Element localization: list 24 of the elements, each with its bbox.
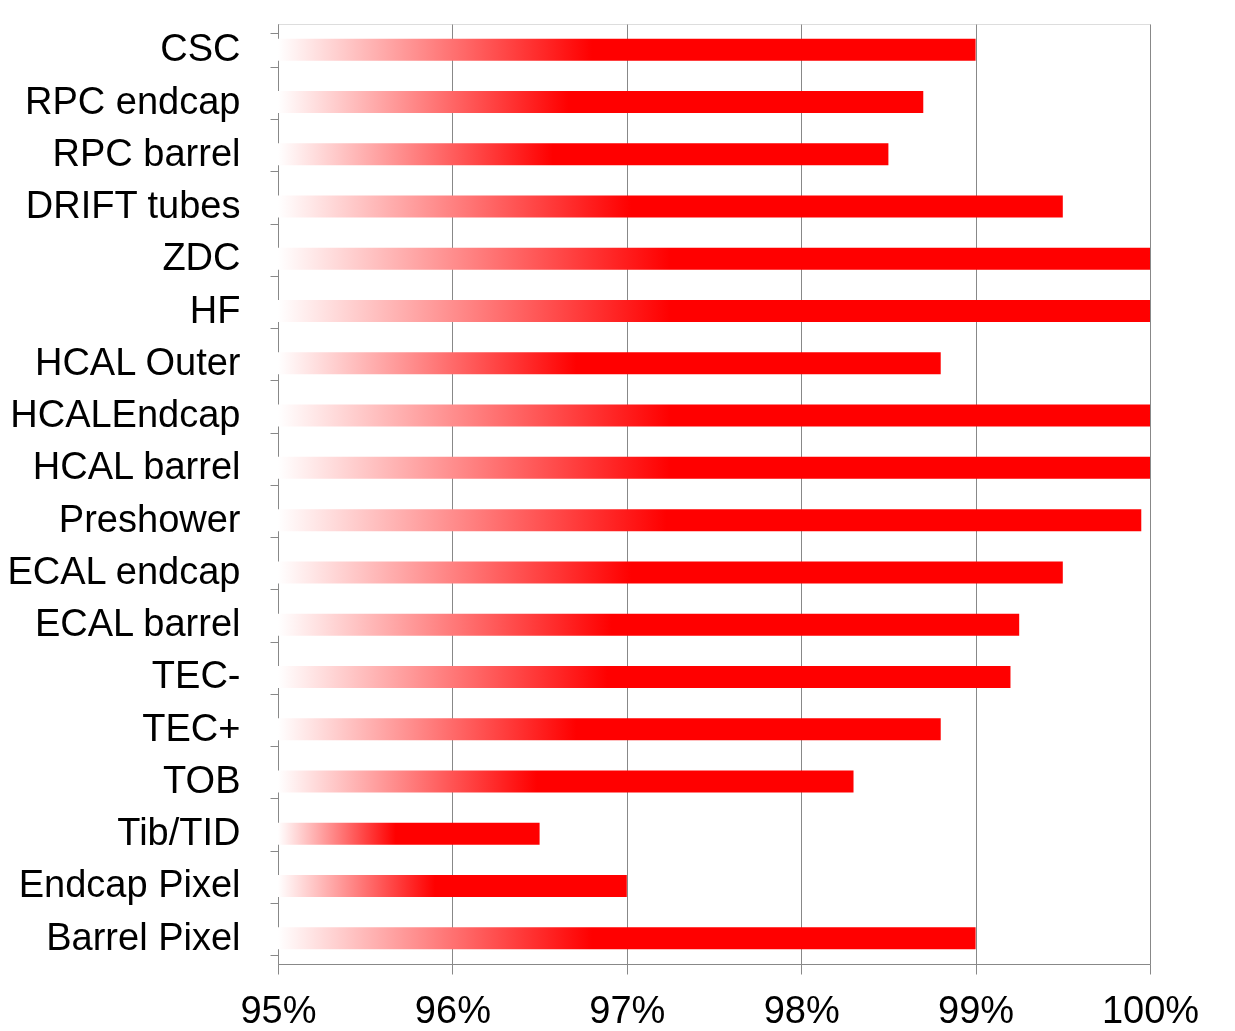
x-tick-label: 96% <box>414 988 491 1031</box>
y-tick-label: Preshower <box>58 497 241 540</box>
y-tick-label: CSC <box>160 27 241 70</box>
y-tick-label: HCAL barrel <box>32 445 241 488</box>
y-tick-label: ECAL endcap <box>7 549 241 592</box>
y-tick-label: RPC endcap <box>25 79 241 122</box>
y-tick-label: Endcap Pixel <box>18 863 241 906</box>
y-tick-label: Tib/TID <box>117 811 241 854</box>
y-tick-label: ZDC <box>162 236 241 279</box>
x-tick-label: 97% <box>589 988 666 1031</box>
x-tick-label: 95% <box>240 988 317 1031</box>
y-tick-label: Barrel Pixel <box>46 915 241 958</box>
x-tick-label: 98% <box>763 988 840 1031</box>
x-tick-label: 99% <box>938 988 1015 1031</box>
y-tick-label: TEC+ <box>142 706 241 749</box>
y-tick-label: DRIFT tubes <box>25 184 241 227</box>
y-tick-label: RPC barrel <box>52 131 241 174</box>
y-tick-label: HCALEndcap <box>10 393 241 436</box>
y-tick-label: HCAL Outer <box>34 340 241 383</box>
y-tick-label: TEC- <box>151 654 241 697</box>
y-tick-label: ECAL barrel <box>34 602 241 645</box>
y-tick-label: TOB <box>163 758 241 801</box>
x-tick-label: 100% <box>1101 988 1200 1031</box>
y-tick-label: HF <box>189 288 241 331</box>
